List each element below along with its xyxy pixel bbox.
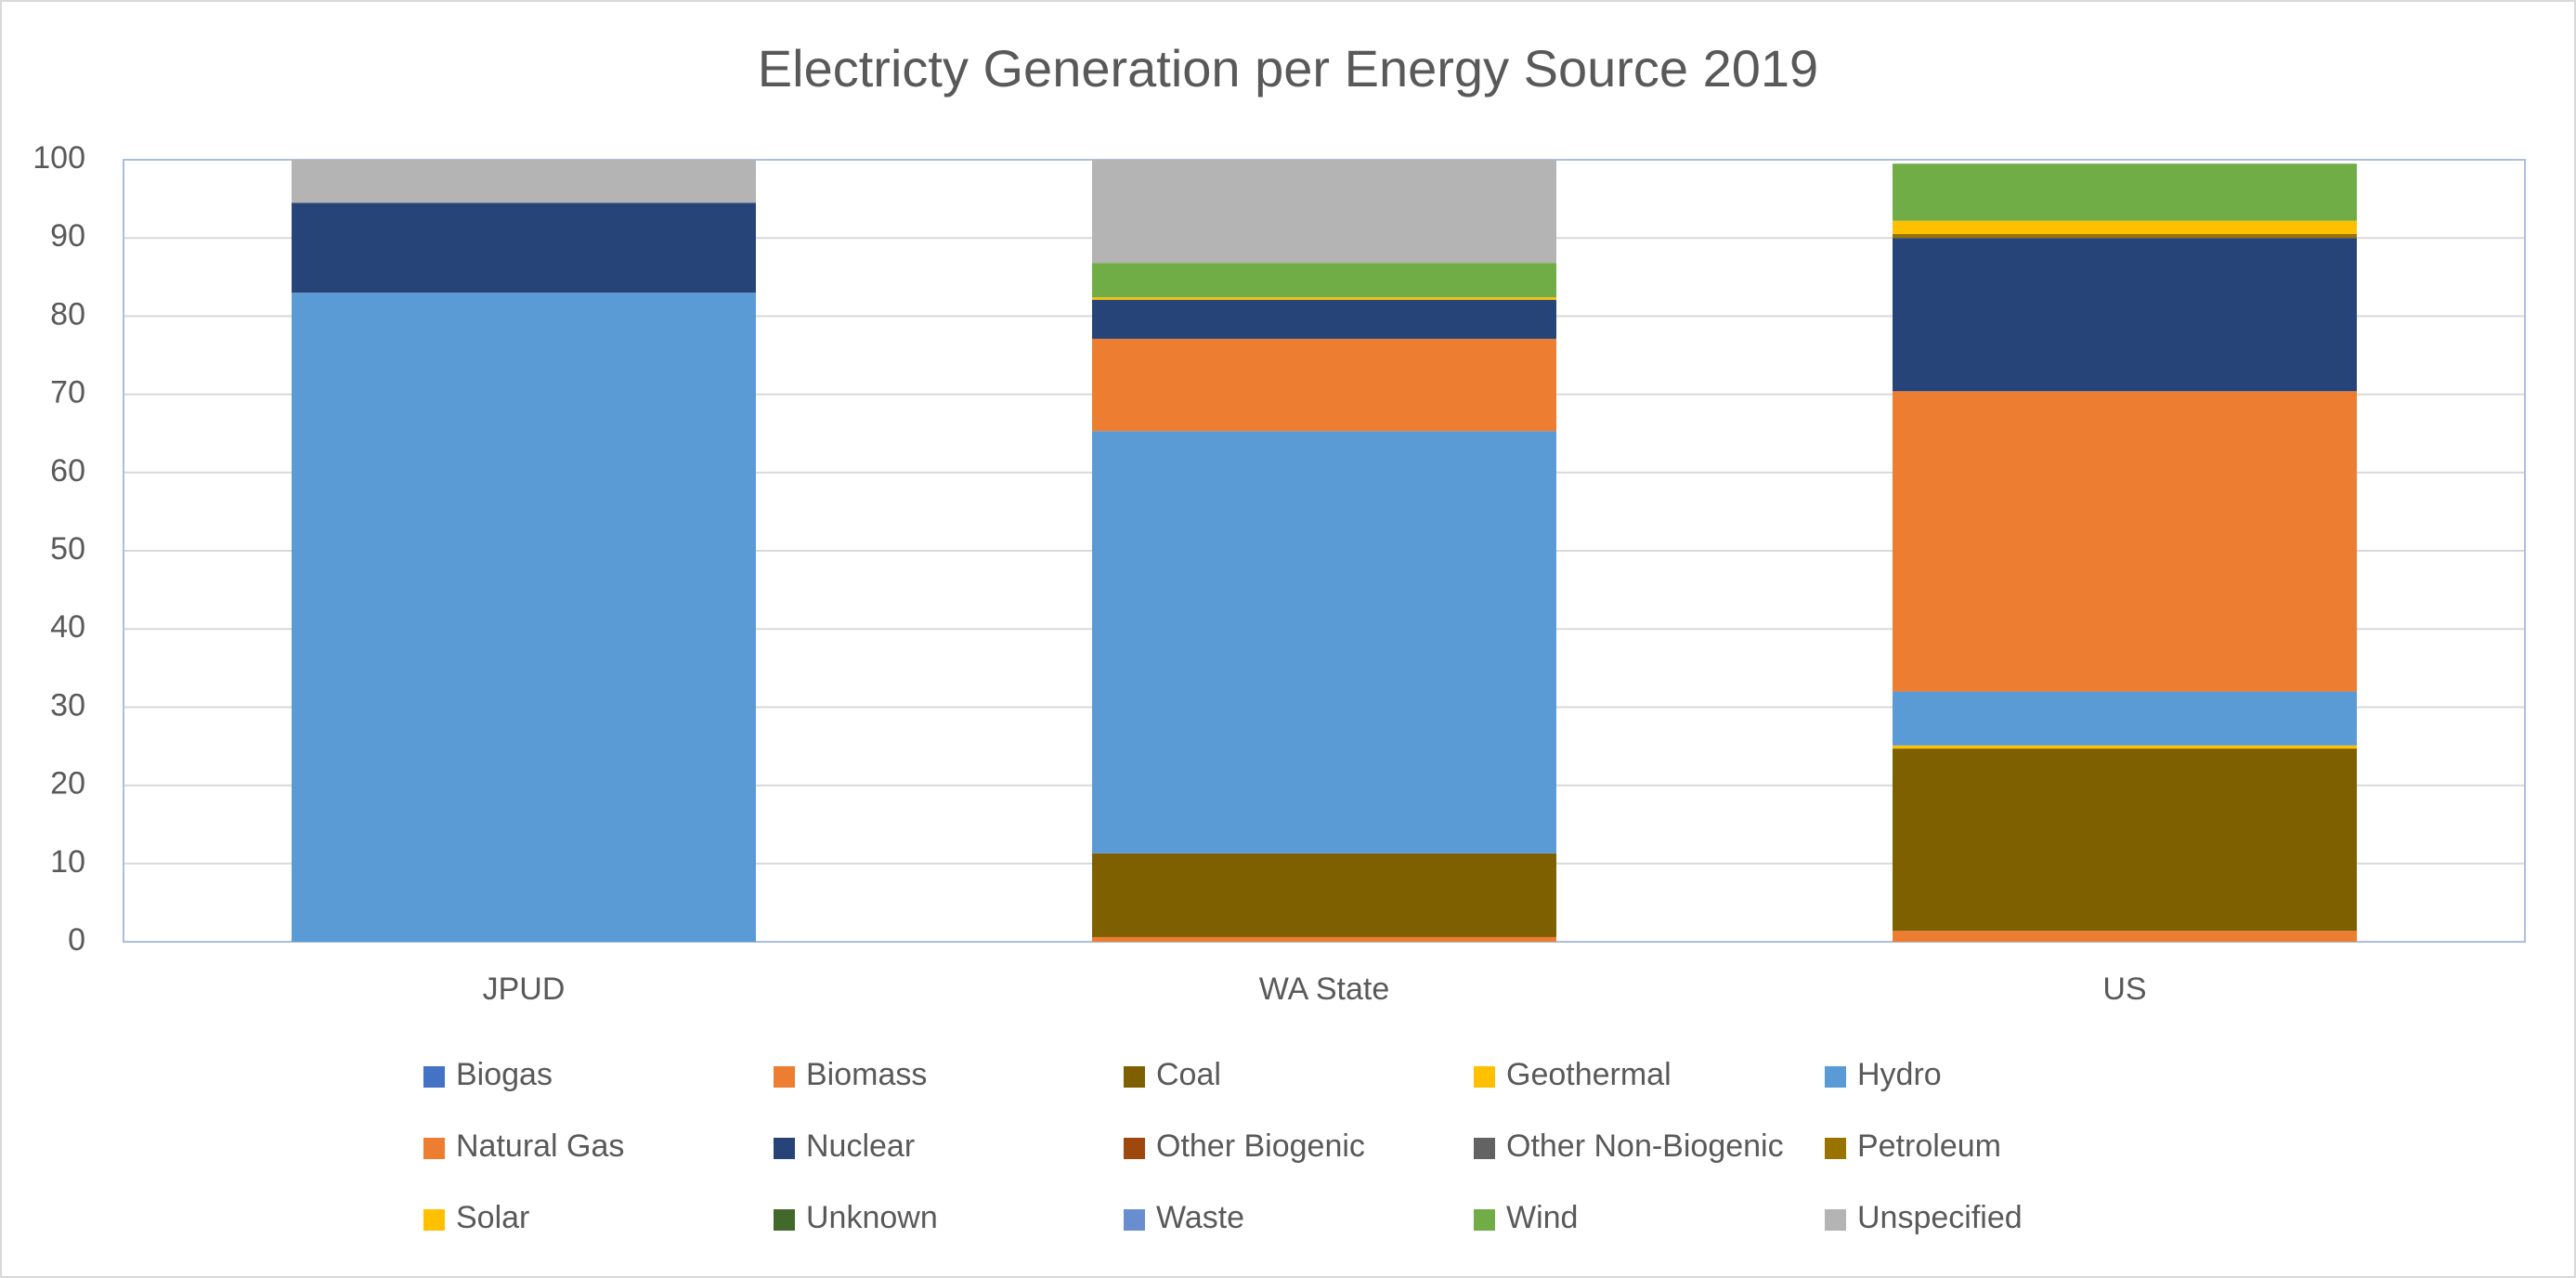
legend-label: Waste	[1156, 1200, 1244, 1235]
legend-swatch	[1474, 1209, 1495, 1231]
bar-segment	[1092, 338, 1556, 432]
legend-label: Biogas	[456, 1057, 553, 1092]
bar-segment	[292, 160, 756, 203]
legend-label: Hydro	[1857, 1057, 1942, 1092]
bar-segment	[1092, 299, 1556, 339]
legend-swatch	[1825, 1066, 1846, 1088]
bar-segment	[1893, 238, 2357, 392]
legend-label: Unspecified	[1857, 1200, 2023, 1235]
legend-swatch	[1124, 1209, 1145, 1231]
legend-swatch	[1825, 1138, 1846, 1159]
legend-swatch	[774, 1138, 795, 1159]
legend-label: Geothermal	[1506, 1057, 1672, 1092]
legend-label: Biomass	[806, 1057, 927, 1092]
legend-label: Unknown	[806, 1200, 938, 1235]
y-tick-label: 10	[50, 844, 85, 880]
y-tick-label: 40	[50, 609, 85, 645]
x-tick-label: JPUD	[483, 972, 566, 1007]
y-tick-label: 80	[50, 296, 85, 332]
bar-segment	[1893, 691, 2357, 746]
bar-segment	[1092, 431, 1556, 854]
legend-label: Natural Gas	[456, 1128, 624, 1164]
bar-segment	[1092, 853, 1556, 937]
chart-title: Electricty Generation per Energy Source …	[758, 39, 1818, 98]
x-tick-label: WA State	[1259, 972, 1389, 1007]
bar-segment	[292, 202, 756, 293]
legend-label: Other Biogenic	[1156, 1128, 1365, 1164]
x-tick-label: US	[2102, 972, 2146, 1007]
bar-segment	[1092, 936, 1556, 942]
bar-segment	[1893, 220, 2357, 234]
y-tick-label: 70	[50, 375, 85, 411]
legend-swatch	[423, 1066, 445, 1088]
bar-segment	[292, 293, 756, 942]
legend-label: Solar	[456, 1200, 529, 1235]
legend-label: Wind	[1506, 1200, 1578, 1235]
legend-swatch	[423, 1209, 445, 1231]
y-tick-label: 90	[50, 218, 85, 254]
legend-swatch	[1474, 1066, 1495, 1088]
bar-segment	[1092, 297, 1556, 300]
bar-segment	[1893, 233, 2357, 239]
legend-swatch	[1825, 1209, 1846, 1231]
y-tick-label: 30	[50, 687, 85, 723]
legend-label: Petroleum	[1857, 1128, 2001, 1164]
bar-segment	[1092, 263, 1556, 298]
legend-label: Nuclear	[806, 1128, 915, 1164]
y-tick-label: 60	[50, 453, 85, 489]
y-tick-label: 100	[33, 140, 85, 176]
legend-swatch	[1474, 1138, 1495, 1159]
y-tick-label: 20	[50, 766, 85, 802]
bar-segment	[1092, 160, 1556, 264]
legend-label: Other Non-Biogenic	[1506, 1128, 1784, 1164]
y-tick-label: 50	[50, 531, 85, 567]
y-tick-label: 0	[68, 922, 85, 958]
legend-swatch	[1124, 1138, 1145, 1159]
legend-swatch	[774, 1209, 795, 1231]
bar-segment	[1893, 745, 2357, 750]
bar-segment	[1893, 931, 2357, 942]
legend-swatch	[423, 1138, 445, 1159]
bar-segment	[1893, 391, 2357, 692]
legend-label: Coal	[1156, 1057, 1221, 1092]
bar-segment	[1893, 163, 2357, 221]
legend-swatch	[774, 1066, 795, 1088]
legend-swatch	[1124, 1066, 1145, 1088]
bar-segment	[1893, 749, 2357, 932]
